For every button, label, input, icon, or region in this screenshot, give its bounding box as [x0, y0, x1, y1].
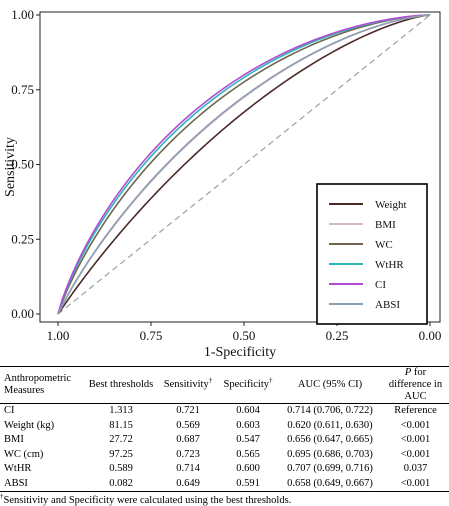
legend-box — [316, 183, 428, 325]
legend-label: WtHR — [375, 259, 404, 271]
cell-measure: BMI — [4, 434, 24, 446]
cell-specificity: 0.604 — [236, 405, 260, 417]
header-thresholds: Best thresholds — [84, 366, 158, 404]
cell-threshold: 81.15 — [109, 419, 133, 431]
legend-label: Weight — [375, 199, 407, 211]
footnote-dagger: † — [0, 492, 4, 501]
legend-label: BMI — [375, 219, 396, 231]
roc-curve-weight — [57, 14, 431, 315]
cell-threshold: 27.72 — [109, 434, 133, 446]
roc-chart: 1.00 0.75 0.50 0.25 0.000.000.250.500.751.00… — [3, 7, 441, 360]
table-header-row: Anthropometric Measures Best thresholds … — [0, 366, 449, 404]
cell-measure: Weight (kg) — [4, 419, 55, 431]
cell-measure: WC (cm) — [4, 448, 44, 460]
cell-p: <0.001 — [400, 419, 431, 431]
cell-threshold: 0.589 — [109, 463, 133, 475]
cell-auc: 0.658 (0.649, 0.667) — [278, 476, 382, 492]
cell-sensitivity: 0.723 — [176, 448, 200, 460]
table-row: BMI 27.72 0.687 0.547 0.656 (0.647, 0.665) <0… — [0, 433, 449, 448]
x-tick-label: 0.25 — [326, 328, 349, 343]
header-auc: AUC (95% CI) — [278, 366, 382, 404]
cell-p: <0.001 — [400, 434, 431, 446]
table-row: WtHR 0.589 0.714 0.600 0.707 (0.699, 0.716) 0… — [0, 462, 449, 477]
cell-p: <0.001 — [400, 448, 431, 460]
cell-specificity: 0.565 — [236, 448, 260, 460]
header-p-rest: for difference in AUC — [388, 367, 443, 402]
results-table: Anthropometric Measures Best thresholds … — [0, 366, 449, 492]
footnote-text: Sensitivity and Specificity were calcula… — [3, 495, 292, 506]
cell-threshold: 97.25 — [109, 448, 133, 460]
y-tick-label: 0.50 — [11, 157, 34, 172]
cell-p: <0.001 — [382, 476, 449, 492]
cell-sensitivity: 0.721 — [176, 405, 200, 417]
legend-label: ABSI — [375, 299, 400, 311]
roc-curves — [57, 14, 431, 315]
cell-auc: 0.714 (0.706, 0.722) — [287, 405, 373, 417]
cell-specificity: 0.591 — [218, 476, 278, 492]
results-table-section: Anthropometric Measures Best thresholds … — [0, 366, 449, 506]
x-axis-title: 1-Specificity — [204, 345, 276, 360]
cell-sensitivity: 0.687 — [176, 434, 200, 446]
x-tick-label: 0.75 — [140, 328, 163, 343]
table-row: ABSI 0.082 0.649 0.591 0.658 (0.649, 0.667) <… — [0, 476, 449, 492]
header-p-italic: P — [404, 367, 412, 378]
cell-auc: 0.695 (0.686, 0.703) — [287, 448, 373, 460]
y-tick-label: 1.00 — [11, 7, 34, 22]
cell-specificity: 0.603 — [236, 419, 260, 431]
legend-label: WC — [375, 239, 393, 251]
cell-p: Reference — [394, 405, 437, 417]
cell-auc: 0.620 (0.611, 0.630) — [287, 419, 373, 431]
header-specificity-label: Specificity — [223, 379, 270, 390]
legend-label: CI — [375, 279, 386, 291]
plot-frame — [39, 11, 441, 323]
cell-measure: WtHR — [4, 463, 32, 475]
table-row: WC (cm) 97.25 0.723 0.565 0.695 (0.686, 0.70… — [0, 448, 449, 463]
x-tick-label: 0.00 — [419, 328, 442, 343]
chart-axes — [39, 11, 441, 323]
y-tick-label: 0.00 — [11, 306, 34, 321]
header-p-difference: P for difference in AUC — [382, 366, 449, 404]
cell-specificity: 0.547 — [236, 434, 260, 446]
table-footnote: †Sensitivity and Specificity were calcul… — [0, 492, 449, 506]
header-measure: Anthropometric Measures — [0, 366, 84, 404]
table-row: Weight (kg) 81.15 0.569 0.603 0.620 (0.611, … — [0, 419, 449, 434]
header-specificity: Specificity† — [218, 366, 278, 404]
cell-measure: ABSI — [0, 476, 84, 492]
cell-measure: CI — [4, 405, 15, 417]
chart-ticks: 1.00 0.75 0.50 0.25 0.00 0.00 0.25 0.50 0.75 1.00 — [11, 7, 441, 343]
cell-p: 0.037 — [403, 463, 428, 475]
cell-sensitivity: 0.714 — [176, 463, 200, 475]
x-tick-label: 0.50 — [233, 328, 256, 343]
y-tick-label: 0.75 — [11, 82, 34, 97]
cell-threshold: 1.313 — [109, 405, 133, 417]
header-sensitivity: Sensitivity† — [158, 366, 218, 404]
y-axis-title: Sensitivity — [3, 137, 18, 197]
chart-legend: Weight BMI WC WtHR CI ABSI — [316, 183, 428, 325]
cell-auc: 0.707 (0.699, 0.716) — [287, 463, 373, 475]
roc-curve-absi — [57, 14, 431, 315]
cell-specificity: 0.600 — [236, 463, 260, 475]
cell-auc: 0.656 (0.647, 0.665) — [287, 434, 373, 446]
header-sensitivity-label: Sensitivity — [163, 379, 209, 390]
header-specificity-dagger: † — [269, 376, 273, 385]
cell-threshold: 0.082 — [84, 476, 158, 492]
table-row: CI 1.313 0.721 0.604 0.714 (0.706, 0.722) Ref… — [0, 404, 449, 419]
y-tick-label: 0.25 — [11, 231, 34, 246]
roc-curve-ci — [57, 14, 431, 315]
roc-curve-wc — [57, 14, 431, 315]
cell-sensitivity: 0.569 — [176, 419, 200, 431]
header-sensitivity-dagger: † — [208, 376, 213, 385]
cell-sensitivity: 0.649 — [158, 476, 218, 492]
x-tick-label: 1.00 — [47, 328, 70, 343]
